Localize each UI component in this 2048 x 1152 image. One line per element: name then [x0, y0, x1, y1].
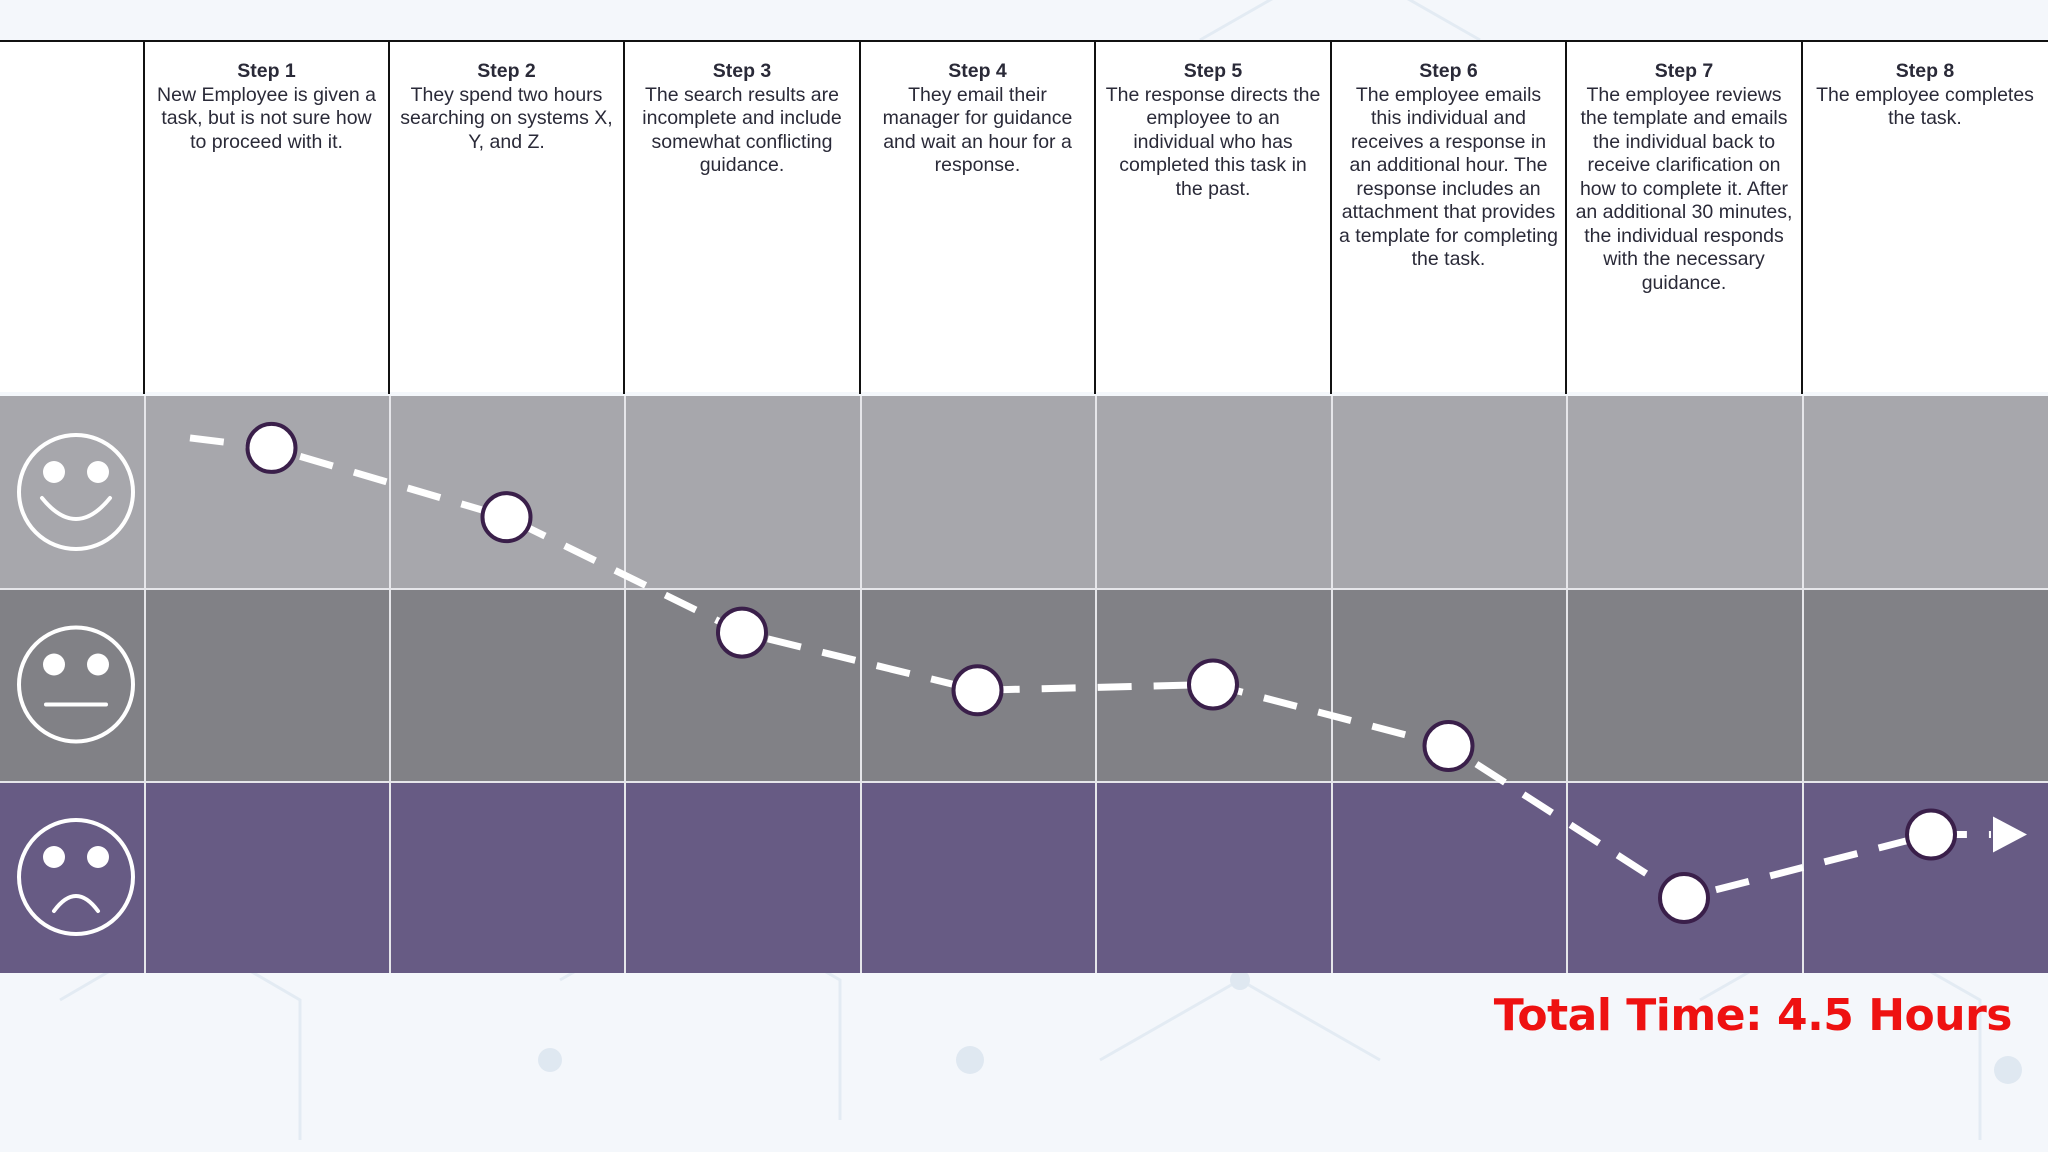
step-header-5: Step 5 The response directs the employee … — [1095, 40, 1331, 392]
step-header-8: Step 8 The employee completes the task. — [1802, 40, 2048, 392]
face-outline — [17, 433, 135, 551]
happy-face-icon — [17, 433, 135, 551]
face-eye — [43, 846, 65, 868]
journey-map: Step 1 New Employee is given a task, but … — [0, 40, 2048, 974]
step-description: The search results are incomplete and in… — [642, 83, 842, 177]
grid-line — [0, 781, 2048, 783]
face-outline — [17, 625, 135, 744]
journey-point-step-5 — [1187, 658, 1239, 711]
step-title: Step 1 — [237, 60, 296, 82]
step-header-3: Step 3 The search results are incomplete … — [624, 40, 860, 392]
face-eye — [87, 846, 109, 868]
face-outline — [17, 818, 135, 936]
column-divider — [143, 40, 145, 394]
column-divider — [859, 40, 861, 394]
header-blank-cell — [0, 40, 144, 392]
step-title: Step 7 — [1654, 60, 1714, 82]
step-title: Step 6 — [1419, 60, 1478, 82]
step-header-7: Step 7 The employee reviews the template … — [1566, 40, 1802, 392]
step-header-6: Step 6 The employee emails this individua… — [1331, 40, 1566, 392]
step-header-4: Step 4 They email their manager for guida… — [860, 40, 1095, 392]
grid-line — [1802, 396, 1804, 973]
column-divider — [1330, 40, 1332, 394]
journey-dashed-line — [189, 434, 1991, 902]
step-description: The response directs the employee to an … — [1105, 83, 1321, 200]
grid-line — [860, 396, 862, 973]
face-eye — [87, 461, 109, 483]
grid-line — [0, 588, 2048, 590]
face-eye — [87, 653, 109, 676]
journey-point-step-3 — [716, 606, 768, 659]
column-divider — [1801, 40, 1803, 394]
step-header-2: Step 2 They spend two hours searching on … — [389, 40, 624, 392]
sad-face-icon — [17, 818, 135, 936]
step-header-1: Step 1 New Employee is given a task, but … — [144, 40, 389, 392]
neutral-face-icon — [17, 625, 135, 744]
step-description: New Employee is given a task, but is not… — [157, 83, 376, 153]
emotion-band-happy — [0, 396, 2048, 588]
column-divider — [388, 40, 390, 394]
step-title: Step 8 — [1895, 60, 1955, 82]
journey-point-step-1 — [245, 421, 298, 474]
face-mouth — [40, 496, 112, 521]
grid-line — [624, 396, 626, 973]
total-time-label: Total Time: 4.5 Hours — [1493, 990, 2013, 1041]
face-mouth — [52, 894, 100, 913]
emotion-band-sad — [0, 781, 2048, 973]
journey-point-step-7 — [1658, 871, 1710, 924]
journey-point-step-2 — [480, 491, 533, 544]
grid-line — [389, 396, 391, 973]
step-description: The employee completes the task. — [1816, 83, 2034, 130]
step-description: The employee reviews the template and em… — [1575, 83, 1793, 294]
step-description: The employee emails this individual and … — [1339, 83, 1558, 271]
face-eye — [43, 653, 65, 676]
journey-arrowhead — [1993, 816, 2027, 853]
column-divider — [623, 40, 625, 394]
step-description: They email their manager for guidance an… — [882, 83, 1073, 177]
face-eye — [43, 461, 65, 483]
step-title: Step 4 — [948, 60, 1007, 82]
step-title: Step 2 — [477, 60, 536, 82]
journey-point-step-4 — [951, 664, 1004, 717]
emotion-band-neutral — [0, 588, 2048, 781]
journey-point-step-6 — [1422, 720, 1475, 773]
step-title: Step 3 — [712, 60, 772, 82]
journey-curve — [17, 421, 2027, 936]
step-title: Step 5 — [1183, 60, 1243, 82]
grid-line — [1095, 396, 1097, 973]
journey-point-step-8 — [1905, 808, 1957, 861]
grid-line — [144, 396, 146, 973]
grid-line — [1331, 396, 1333, 973]
column-divider — [1094, 40, 1096, 394]
column-divider — [1565, 40, 1567, 394]
grid-line — [1566, 396, 1568, 973]
step-description: They spend two hours searching on system… — [400, 83, 613, 153]
